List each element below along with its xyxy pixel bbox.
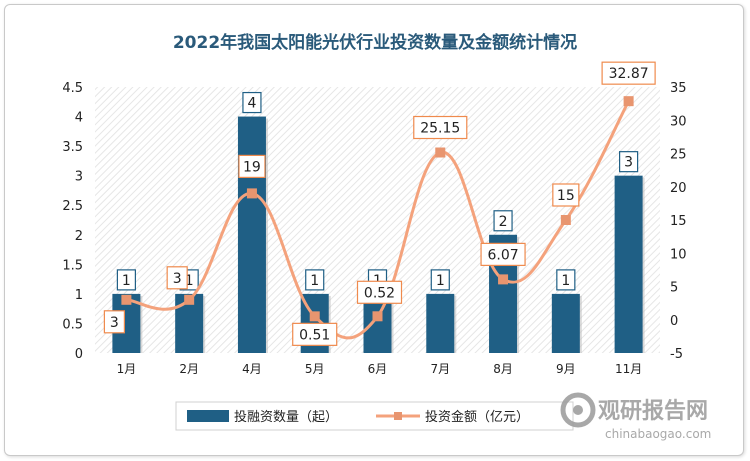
line-marker (498, 274, 509, 285)
legend-line-marker (394, 412, 402, 420)
line-marker (372, 311, 383, 322)
line-series: 3 3 19 0.51 0.52 25.15 6.07 15 32.87 (103, 61, 656, 346)
bar-data-label-box (430, 269, 450, 291)
line-data-label: 0.52 (364, 285, 395, 301)
bar-data-label-box (556, 269, 576, 291)
right-tick-label: -5 (670, 347, 683, 362)
line-data-label: 32.87 (609, 66, 649, 82)
bar-data-label: 3 (624, 155, 633, 171)
right-tick-label: 5 (670, 281, 678, 296)
left-tick-label: 1 (75, 288, 83, 303)
bar-data-label-box (493, 210, 513, 232)
chart-title: 2022年我国太阳能光伏行业投资数量及金额统计情况 (173, 32, 577, 53)
left-tick-label: 4 (75, 111, 83, 126)
category-label: 1月 (117, 362, 137, 376)
category-label: 4月 (242, 362, 262, 376)
bar-data-label-box (242, 91, 262, 114)
right-tick-label: 20 (670, 181, 687, 196)
left-axis: 0 0.5 1 1.5 2 2.5 3 3.5 4 4.5 (62, 81, 83, 362)
left-tick-label: 2.5 (62, 199, 83, 214)
watermark-name: 观研报告网 (598, 399, 708, 424)
line-data-label: 3 (110, 315, 119, 331)
line-data-label-box (103, 310, 125, 334)
line-marker (246, 188, 257, 199)
category-label: 8月 (493, 362, 513, 376)
left-tick-label: 3.5 (62, 140, 83, 155)
bar (426, 293, 455, 353)
bar-data-label: 1 (122, 273, 131, 289)
line-data-label-box (356, 280, 403, 304)
bar-data-label: 1 (561, 273, 570, 289)
left-tick-label: 1.5 (62, 258, 83, 273)
right-tick-label: 15 (670, 214, 687, 229)
bar-data-label: 1 (436, 273, 445, 289)
category-label: 6月 (368, 362, 388, 376)
bar (614, 175, 643, 353)
bar-data-label-box (619, 151, 639, 173)
line-data-label: 15 (557, 188, 575, 204)
line-marker (560, 215, 571, 225)
line-data-label: 3 (173, 271, 182, 287)
left-tick-label: 0.5 (62, 317, 83, 332)
line-data-label-box (238, 154, 266, 178)
legend-bar-swatch (187, 410, 229, 422)
line-data-label: 0.51 (299, 327, 330, 343)
bar-data-label: 2 (499, 214, 508, 230)
legend-line-label: 投资金额（亿元） (425, 409, 529, 425)
category-label: 11月 (615, 362, 642, 376)
right-tick-label: 35 (670, 81, 687, 96)
legend-box (175, 401, 574, 431)
left-tick-label: 2 (75, 229, 83, 244)
line-data-label: 6.07 (487, 247, 518, 263)
category-label: 5月 (305, 362, 325, 376)
bar-data-label: 1 (185, 273, 194, 289)
line-data-label-box (480, 242, 526, 266)
right-tick-label: 0 (670, 314, 678, 329)
bar-data-label-box (116, 269, 136, 291)
legend: 投融资数量（起） 投资金额（亿元） (175, 401, 574, 431)
line-data-label-box (601, 61, 656, 85)
line-marker (309, 311, 320, 322)
left-tick-label: 0 (75, 347, 83, 362)
line-data-label-box (413, 115, 468, 140)
right-tick-label: 10 (670, 247, 687, 262)
bar-data-label: 1 (310, 273, 319, 289)
bar-data-label: 4 (247, 96, 256, 112)
line-marker (435, 147, 446, 158)
line-data-label: 19 (243, 159, 261, 175)
bar (237, 116, 266, 353)
line-data-label-box (552, 183, 580, 207)
line-marker (184, 294, 195, 305)
line-marker (623, 96, 634, 107)
line-data-label-box (292, 322, 338, 346)
category-label: 2月 (179, 362, 199, 376)
left-tick-label: 4.5 (62, 81, 83, 96)
watermark-logo-dot (573, 405, 583, 415)
right-tick-label: 25 (670, 148, 687, 163)
line-data-label-box (166, 266, 188, 290)
left-tick-label: 3 (75, 170, 83, 185)
legend-bar-label: 投融资数量（起） (234, 409, 338, 425)
bar (551, 293, 580, 353)
line-marker (121, 294, 132, 305)
bar-data-label-box (305, 269, 325, 291)
watermark: 观研报告网 chinabaogao.com (560, 392, 711, 441)
category-axis: 1月 2月 4月 5月 6月 7月 8月 9月 11月 (117, 362, 643, 376)
right-axis: -5 0 5 10 15 20 25 30 35 (670, 81, 687, 362)
line-data-label: 25.15 (420, 121, 460, 137)
watermark-logo-icon (560, 392, 596, 428)
watermark-url: chinabaogao.com (605, 427, 711, 441)
category-label: 9月 (556, 362, 576, 376)
category-label: 7月 (430, 362, 450, 376)
right-tick-label: 30 (670, 114, 687, 129)
